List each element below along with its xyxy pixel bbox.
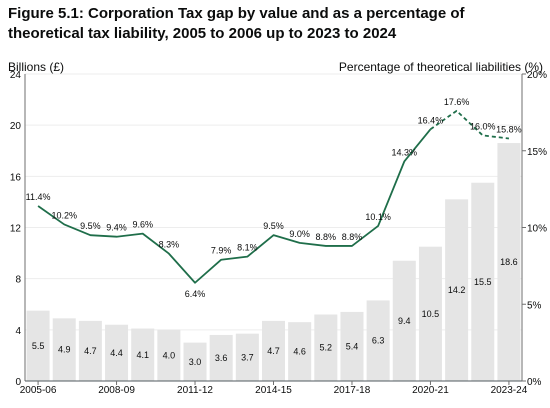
- y2-tick-label: 5%: [527, 300, 542, 311]
- y-tick-label: 4: [15, 326, 21, 337]
- bar: [261, 320, 286, 381]
- bar-value-label: 3.7: [241, 352, 254, 362]
- bar: [314, 314, 338, 381]
- bar: [235, 333, 259, 381]
- bar-value-label: 4.6: [293, 347, 306, 357]
- y-tick-label: 0: [15, 377, 21, 388]
- bar-value-label: 10.5: [422, 309, 440, 319]
- bar-value-label: 4.9: [58, 345, 71, 355]
- line-value-label: 16.0%: [470, 121, 496, 131]
- bar: [183, 342, 207, 381]
- bar: [445, 199, 469, 381]
- line-value-label: 8.1%: [237, 243, 258, 253]
- bar-value-label: 3.6: [215, 353, 228, 363]
- bar: [209, 334, 233, 381]
- line-value-label: 9.6%: [132, 220, 153, 230]
- line-value-label: 9.5%: [263, 221, 284, 231]
- line-value-label: 8.8%: [342, 232, 363, 242]
- bar: [471, 182, 495, 381]
- bar-value-label: 4.0: [163, 350, 176, 360]
- bar-value-label: 4.4: [110, 348, 123, 358]
- bar: [366, 300, 390, 381]
- x-tick-label: 2005-06: [20, 385, 57, 396]
- y-tick-label: 24: [10, 70, 22, 81]
- bar: [418, 246, 442, 381]
- bar-value-label: 15.5: [474, 277, 492, 287]
- data-labels: 5.5 4.9 4.7 4.4 4.1 4.0 3.0 3.6 3.7 4.7 4.6 5.2 5.4 6…: [26, 97, 522, 367]
- bar-value-label: 18.6: [500, 257, 518, 267]
- bar-value-label: 4.1: [136, 350, 149, 360]
- x-tick-label: 2017-18: [334, 385, 371, 396]
- percentage-line: [37, 109, 510, 284]
- y-tick-label: 8: [15, 275, 21, 286]
- y-tick-label: 20: [10, 121, 22, 132]
- y2-tick-label: 10%: [527, 224, 547, 235]
- line-value-label: 6.4%: [185, 289, 206, 299]
- bar-value-label: 5.2: [320, 343, 333, 353]
- x-tick-label: 2023-24: [491, 385, 528, 396]
- x-tick-label: 2020-21: [412, 385, 449, 396]
- bar: [78, 320, 102, 381]
- y-axis-title: Billions (£): [8, 60, 64, 74]
- line-value-label: 17.6%: [444, 97, 470, 107]
- x-tick-label: 2014-15: [255, 385, 292, 396]
- bar-value-label: 4.7: [84, 346, 97, 356]
- line-value-label: 8.8%: [316, 232, 337, 242]
- percentage-line-solid: [37, 128, 432, 284]
- chart-title: Figure 5.1: Corporation Tax gap by value…: [8, 5, 465, 42]
- y-tick-label: 12: [10, 224, 22, 235]
- x-tick-label: 2008-09: [98, 385, 135, 396]
- line-value-label: 8.3%: [159, 240, 180, 250]
- bar-value-label: 9.4: [398, 316, 411, 326]
- y2-axis-title: Percentage of theoretical liabilities (%…: [339, 60, 543, 74]
- bar-value-label: 14.2: [448, 285, 466, 295]
- bar: [26, 310, 50, 381]
- line-value-label: 9.5%: [80, 221, 101, 231]
- bar: [497, 143, 521, 381]
- percentage-line-dashed: [429, 109, 510, 140]
- line-value-label: 9.4%: [106, 223, 127, 233]
- bar: [131, 328, 155, 381]
- y2-tick-label: 20%: [527, 70, 547, 81]
- bar: [392, 260, 416, 381]
- line-value-label: 10.1%: [365, 212, 391, 222]
- bar: [288, 322, 312, 381]
- bar-value-label: 6.3: [372, 336, 385, 346]
- axes: 0 4 8 12 16 20 24 0% 5% 10% 15% 20% 2005-06 2008-09 20…: [10, 70, 547, 396]
- bars: [26, 143, 521, 381]
- bar: [157, 329, 181, 381]
- bar: [52, 318, 76, 381]
- line-value-label: 14.3%: [392, 147, 418, 157]
- bar: [340, 311, 364, 381]
- bar-value-label: 3.0: [189, 357, 202, 367]
- bar-value-label: 5.5: [32, 341, 45, 351]
- bar-value-label: 4.7: [267, 346, 280, 356]
- line-value-label: 16.4%: [418, 115, 444, 125]
- line-value-label: 15.8%: [496, 124, 522, 134]
- bar: [105, 324, 129, 381]
- line-value-label: 9.0%: [289, 229, 310, 239]
- line-value-label: 7.9%: [211, 246, 232, 256]
- line-value-label: 10.2%: [51, 210, 77, 220]
- bar-value-label: 5.4: [346, 341, 359, 351]
- x-tick-label: 2011-12: [177, 385, 213, 396]
- y-tick-label: 16: [10, 172, 22, 183]
- line-value-label: 11.4%: [26, 192, 51, 202]
- y2-tick-label: 15%: [527, 147, 547, 158]
- y2-tick-label: 0%: [527, 377, 542, 388]
